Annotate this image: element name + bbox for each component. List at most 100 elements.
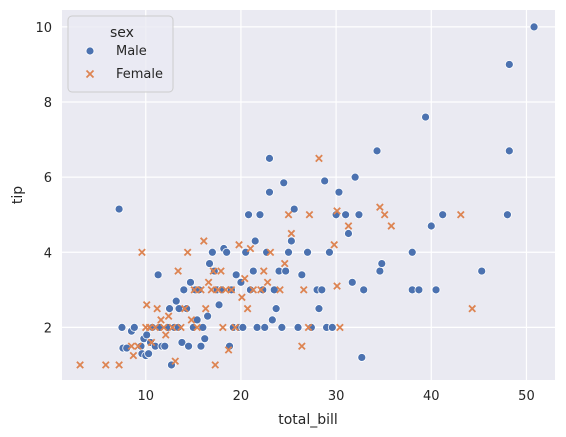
male-point xyxy=(407,247,417,257)
female-point xyxy=(243,304,252,313)
male-point xyxy=(334,187,344,197)
female-point xyxy=(209,267,218,275)
male-point xyxy=(248,266,258,276)
male-point xyxy=(293,323,303,332)
male-point xyxy=(184,341,193,351)
male-point xyxy=(160,341,170,351)
male-point xyxy=(267,315,277,325)
male-point xyxy=(431,285,441,295)
female-point xyxy=(127,342,136,351)
female-point xyxy=(259,267,268,275)
female-point xyxy=(164,312,173,320)
y-axis-label: tip xyxy=(10,186,26,204)
male-point xyxy=(350,172,360,182)
female-point xyxy=(174,267,182,275)
x-tick-label: 40 xyxy=(423,389,440,404)
legend-marker-female xyxy=(85,69,95,79)
female-point xyxy=(299,286,308,294)
male-point xyxy=(222,247,232,257)
female-point xyxy=(151,323,160,332)
male-point xyxy=(279,178,289,188)
legend-title: sex xyxy=(110,25,134,41)
x-tick-label: 50 xyxy=(518,389,535,404)
male-point xyxy=(179,285,189,295)
female-point xyxy=(201,304,210,313)
female-point xyxy=(207,286,216,294)
y-tick-labels: 2 4 6 8 10 xyxy=(35,21,52,337)
female-point xyxy=(129,351,138,360)
male-point xyxy=(421,112,430,122)
x-tick-label: 20 xyxy=(233,389,250,404)
female-point xyxy=(336,323,344,332)
female-point xyxy=(101,361,110,369)
legend-box xyxy=(67,15,174,93)
y-tick-label: 10 xyxy=(35,21,52,36)
legend: sex Male Female xyxy=(67,15,174,93)
female-point xyxy=(240,274,249,283)
male-point xyxy=(297,270,307,280)
male-point xyxy=(341,210,351,220)
male-point xyxy=(129,323,139,332)
male-point xyxy=(238,323,248,332)
male-point xyxy=(303,247,312,257)
x-tick-labels: 10 20 30 40 50 xyxy=(137,389,534,404)
female-point xyxy=(134,342,142,351)
female-point xyxy=(161,331,170,339)
male-point xyxy=(377,259,387,268)
male-point xyxy=(196,341,206,351)
female-point xyxy=(380,210,389,219)
female-point xyxy=(183,248,192,257)
male-point xyxy=(214,300,224,310)
female-point xyxy=(168,323,177,332)
female-point xyxy=(280,259,289,268)
female-point xyxy=(157,316,165,324)
male-point xyxy=(269,285,279,295)
male-point xyxy=(320,176,330,186)
male-point xyxy=(186,277,195,287)
male-point xyxy=(284,247,293,257)
female-point xyxy=(468,304,477,313)
male-point xyxy=(375,266,385,276)
legend-label-male: Male xyxy=(116,44,147,59)
female-point xyxy=(224,346,233,354)
x-tick-label: 10 xyxy=(137,389,154,404)
female-point xyxy=(266,248,275,257)
female-point xyxy=(249,286,258,294)
female-point xyxy=(333,207,341,215)
female-point xyxy=(177,323,185,332)
female-point xyxy=(298,342,306,351)
female-point xyxy=(305,210,314,219)
male-point xyxy=(177,338,187,347)
female-point xyxy=(344,222,353,230)
male-point xyxy=(503,210,512,220)
male-point xyxy=(347,277,357,287)
male-point xyxy=(372,146,382,156)
female-point xyxy=(330,240,339,249)
female-point xyxy=(227,286,236,294)
male-point xyxy=(286,236,296,246)
female-point xyxy=(387,222,396,230)
male-point xyxy=(244,210,253,220)
male-point xyxy=(271,304,281,314)
female-point xyxy=(333,282,341,290)
male-point xyxy=(114,204,124,214)
male-point xyxy=(265,187,274,197)
legend-marker-male xyxy=(85,46,95,56)
male-point xyxy=(117,323,127,332)
female-point xyxy=(199,237,208,245)
male-point xyxy=(477,266,487,276)
female-point xyxy=(217,267,225,275)
male-point xyxy=(198,323,208,332)
female-point xyxy=(145,323,154,332)
female-point xyxy=(159,323,168,332)
female-point xyxy=(76,361,84,369)
x-axis-label: total_bill xyxy=(278,412,338,428)
male-point xyxy=(255,210,265,220)
male-point xyxy=(438,210,448,220)
female-point xyxy=(190,286,199,294)
male-point xyxy=(357,353,367,362)
female-point xyxy=(257,286,265,294)
male-point xyxy=(153,270,163,280)
female-point xyxy=(263,278,272,287)
male-point xyxy=(529,22,539,32)
